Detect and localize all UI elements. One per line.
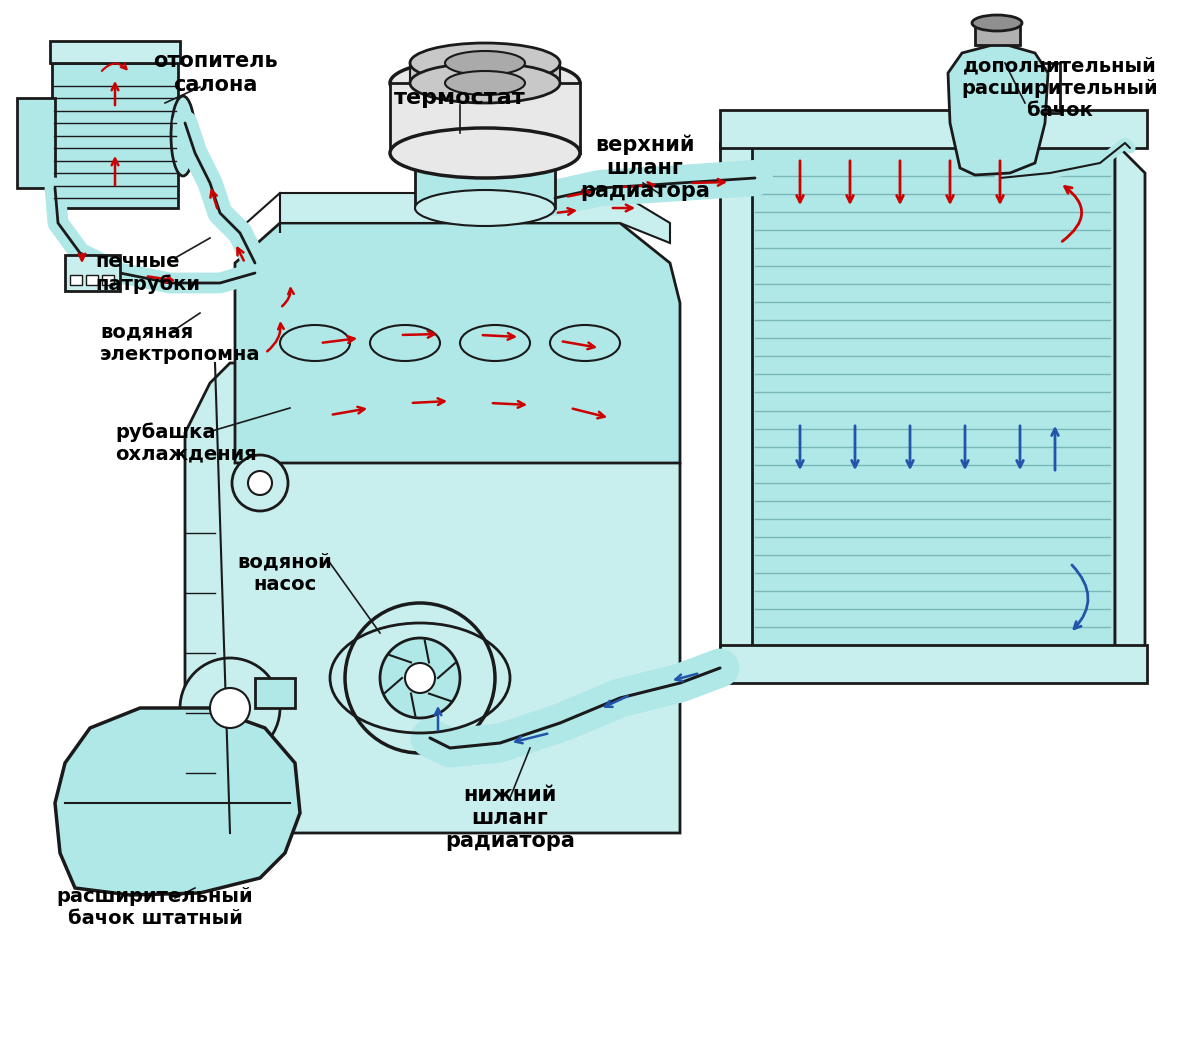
Ellipse shape	[410, 43, 560, 83]
Bar	[410, 63, 560, 83]
Ellipse shape	[280, 325, 350, 361]
Bar	[17, 98, 55, 188]
Ellipse shape	[370, 325, 440, 361]
Bar	[50, 41, 180, 63]
Ellipse shape	[180, 658, 280, 758]
Ellipse shape	[972, 15, 1022, 31]
Polygon shape	[948, 43, 1048, 175]
Text: нижний
шланг
радиатора: нижний шланг радиатора	[445, 784, 575, 851]
Bar	[720, 144, 752, 678]
Ellipse shape	[390, 58, 580, 108]
Ellipse shape	[380, 638, 460, 718]
Bar	[102, 275, 114, 285]
Polygon shape	[280, 193, 670, 243]
Bar	[974, 26, 1020, 45]
Bar	[720, 645, 1147, 684]
Bar	[750, 144, 1115, 678]
Text: печные
патрубки: печные патрубки	[95, 252, 200, 293]
Ellipse shape	[172, 96, 194, 176]
Ellipse shape	[410, 63, 560, 103]
Ellipse shape	[406, 663, 436, 693]
Ellipse shape	[415, 190, 554, 226]
Ellipse shape	[550, 325, 620, 361]
Ellipse shape	[445, 51, 526, 75]
Text: отопитель
салона: отопитель салона	[152, 51, 277, 95]
Polygon shape	[1115, 144, 1145, 678]
Ellipse shape	[460, 325, 530, 361]
Bar	[70, 275, 82, 285]
Text: верхний
шланг
радиатора: верхний шланг радиатора	[580, 135, 710, 202]
Bar	[720, 109, 1147, 148]
Text: дополнительный
расширительный
бачок: дополнительный расширительный бачок	[961, 56, 1158, 119]
Ellipse shape	[390, 128, 580, 178]
Text: водяной
насос: водяной насос	[238, 553, 332, 593]
Polygon shape	[235, 223, 680, 463]
Text: термостат: термостат	[394, 88, 526, 108]
Polygon shape	[185, 362, 680, 833]
Text: рубашка
охлаждения: рубашка охлаждения	[115, 422, 257, 463]
Ellipse shape	[248, 471, 272, 495]
Bar	[52, 63, 178, 208]
Bar	[256, 678, 295, 708]
Ellipse shape	[445, 71, 526, 95]
Bar	[390, 83, 580, 153]
Ellipse shape	[415, 135, 554, 171]
Polygon shape	[55, 708, 300, 895]
Ellipse shape	[210, 688, 250, 728]
Text: водяная
электропомна: водяная электропомна	[100, 322, 260, 364]
Bar	[86, 275, 98, 285]
Text: расширительный
бачок штатный: расширительный бачок штатный	[56, 888, 253, 928]
Ellipse shape	[232, 455, 288, 511]
Bar	[65, 255, 120, 291]
Bar	[415, 153, 554, 208]
Ellipse shape	[346, 603, 496, 753]
